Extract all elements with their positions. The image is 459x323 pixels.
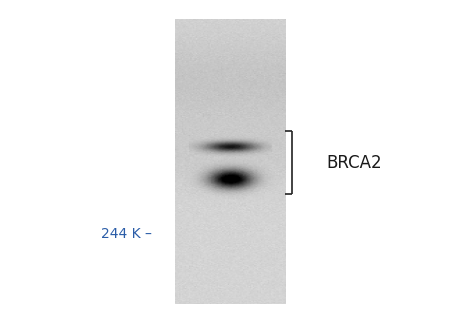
Text: BRCA2: BRCA2: [326, 154, 381, 172]
Text: 244 K –: 244 K –: [101, 227, 151, 241]
